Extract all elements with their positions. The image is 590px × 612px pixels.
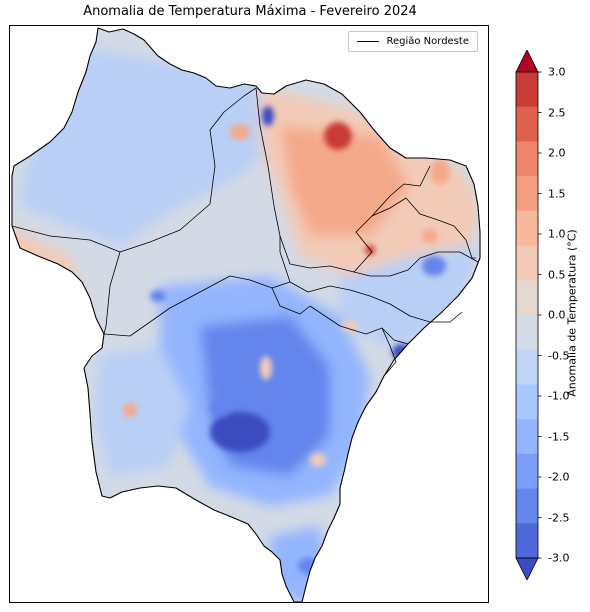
colorbar-tick-label: 0.5	[548, 268, 566, 281]
colorbar-bin	[516, 280, 538, 316]
colorbar-bin	[516, 106, 538, 142]
colorbar-bin	[516, 488, 538, 524]
colorbar-bin	[516, 141, 538, 177]
colorbar-bin	[516, 210, 538, 247]
colorbar-tick-label: 3.0	[548, 65, 566, 79]
map-frame: Região Nordeste	[9, 25, 489, 603]
colorbar-bin	[516, 384, 538, 420]
colorbar	[515, 50, 542, 580]
colorbar-bin	[516, 315, 538, 351]
colorbar-extend-min	[515, 557, 539, 580]
colorbar-bin	[516, 176, 538, 212]
colorbar-tick-label: -3.0	[548, 551, 570, 565]
colorbar-bin	[516, 349, 538, 385]
legend-line-swatch	[357, 41, 380, 42]
colorbar-tick-label: 1.0	[548, 227, 566, 241]
state-borders	[11, 87, 479, 377]
map-legend: Região Nordeste	[348, 31, 478, 52]
colorbar-tick-label: 1.5	[548, 187, 566, 200]
anomaly-field	[12, 28, 480, 602]
colorbar-tick-label: -2.5	[548, 511, 570, 524]
colorbar-bin	[516, 419, 538, 455]
temperature-anomaly-map	[11, 27, 481, 602]
colorbar-tick-label: 2.5	[548, 106, 566, 119]
colorbar-bin	[516, 72, 538, 108]
colorbar-extend-max	[515, 50, 539, 73]
colorbar-bin	[516, 245, 538, 281]
colorbar-tick-label: -1.5	[548, 430, 570, 443]
colorbar-tick-label: -2.0	[548, 470, 570, 484]
colorbar-tick-label: -0.5	[548, 349, 570, 362]
colorbar-tick-label: 0.0	[548, 308, 566, 322]
colorbar-tick-label: 2.0	[548, 146, 566, 160]
legend-label: Região Nordeste	[386, 36, 469, 47]
colorbar-tick-label: -1.0	[548, 389, 570, 403]
northeast-region-outline	[11, 27, 481, 602]
colorbar-bin	[516, 453, 538, 490]
colorbar-bin	[516, 523, 538, 559]
colorbar-label: Anomalia de Temperatura (°C)	[565, 229, 579, 397]
map-title: Anomalia de Temperatura Máxima - Feverei…	[83, 4, 417, 19]
